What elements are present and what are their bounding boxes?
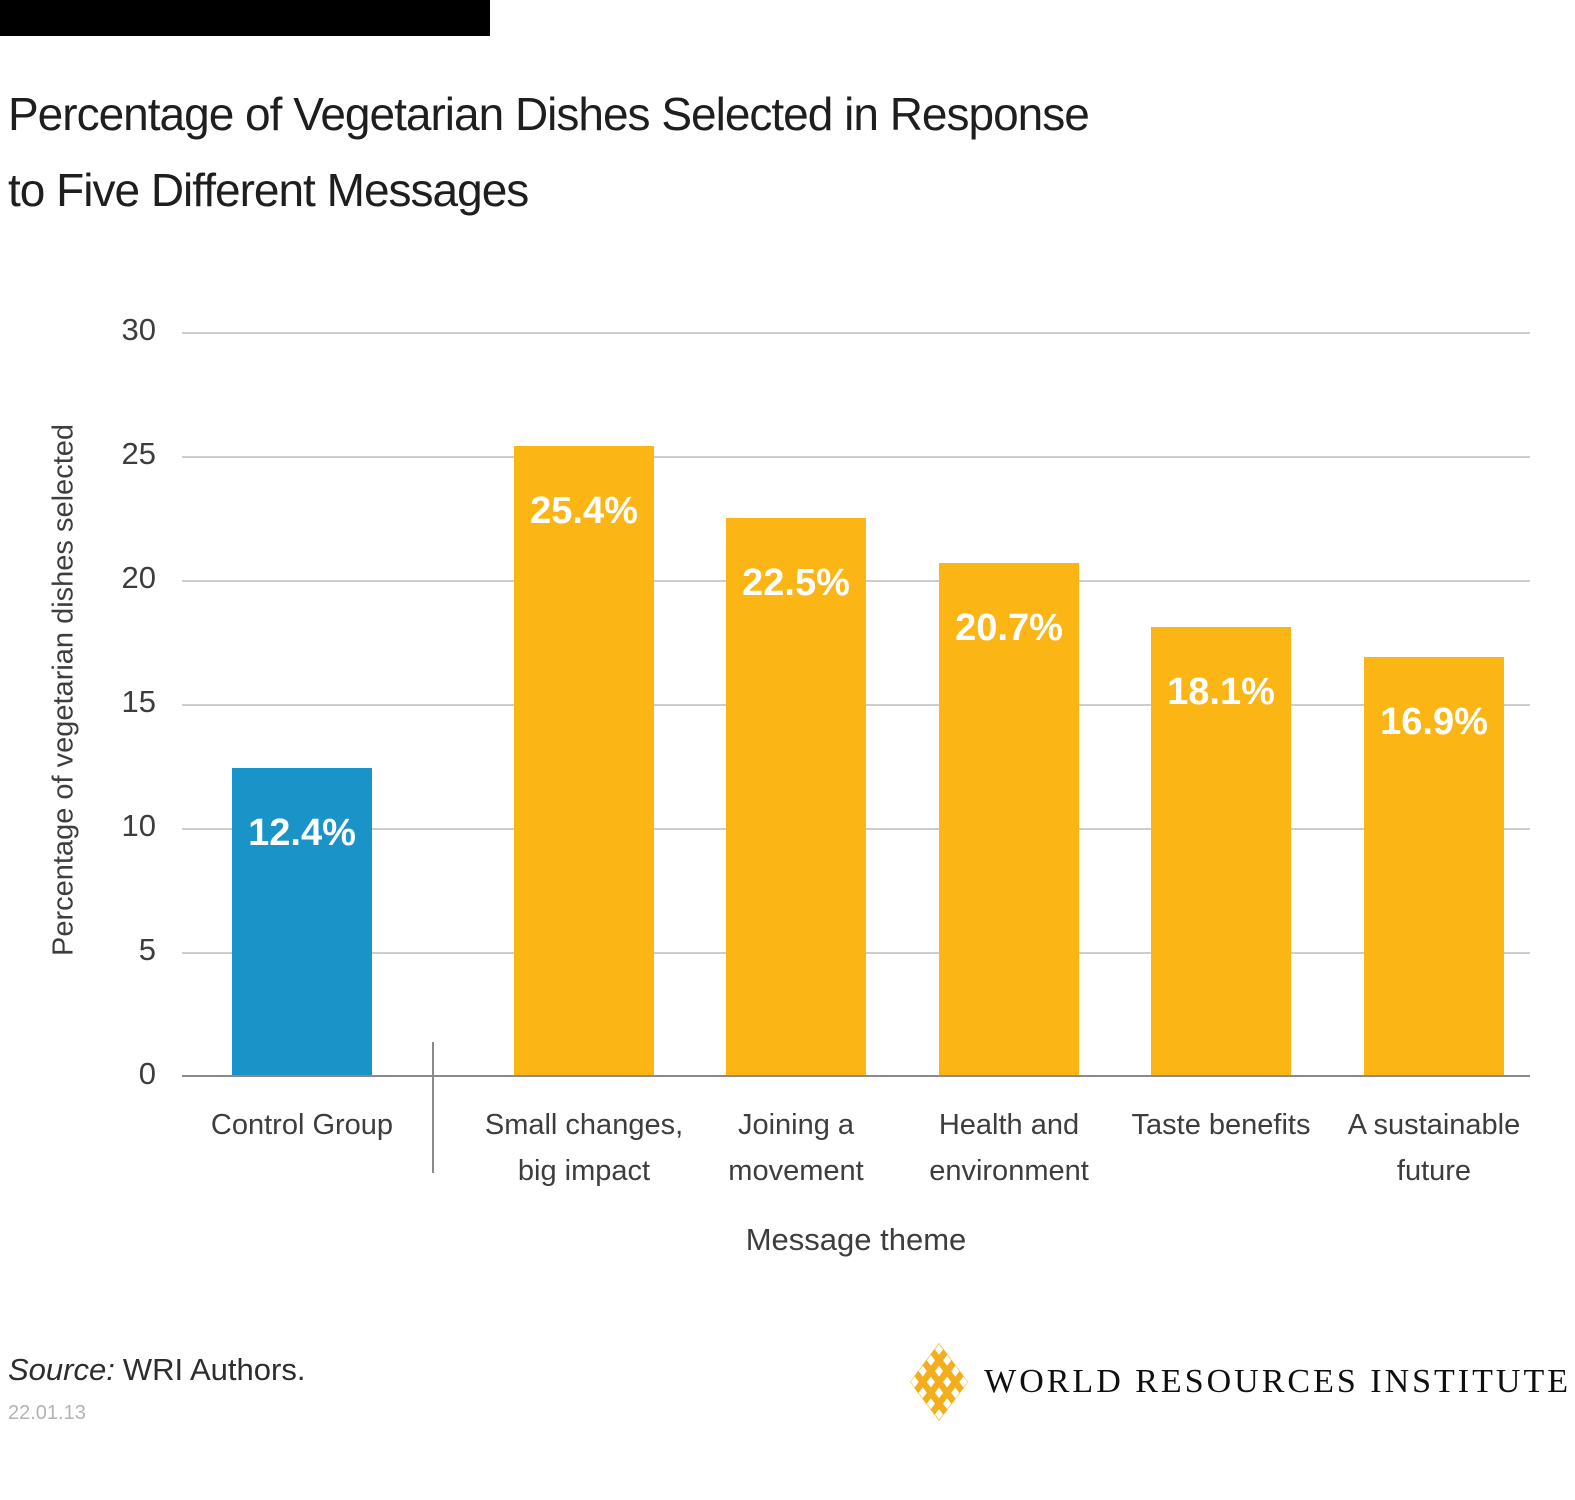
y-tick-label-20: 20 <box>121 560 156 595</box>
bar-value-label-2: 22.5% <box>742 562 850 604</box>
y-axis-title: Percentage of vegetarian dishes selected <box>47 423 80 957</box>
gridline-30 <box>182 332 1530 334</box>
bar-4: 18.1% <box>1151 627 1291 1076</box>
source-text: WRI Authors. <box>122 1352 306 1387</box>
y-tick-label-5: 5 <box>138 932 156 967</box>
bar-value-label-4: 18.1% <box>1167 671 1275 713</box>
x-tick-label-5: A sustainable future <box>1347 1109 1521 1187</box>
bar-2: 22.5% <box>726 518 866 1076</box>
bar-3: 20.7% <box>939 563 1079 1076</box>
x-tick-label-0: Control Group <box>210 1109 394 1141</box>
x-axis-title: Message theme <box>745 1222 967 1257</box>
bar-0: 12.4% <box>232 768 372 1076</box>
gridline-25 <box>182 456 1530 458</box>
bar-value-label-1: 25.4% <box>530 490 638 532</box>
chart-title: Percentage of Vegetarian Dishes Selected… <box>8 76 1090 228</box>
source-note: Source: WRI Authors. <box>8 1352 305 1388</box>
y-tick-label-30: 30 <box>121 312 156 347</box>
top-black-bar <box>0 0 490 36</box>
x-tick-label-1: Small changes, big impact <box>484 1109 684 1187</box>
bar-value-label-3: 20.7% <box>955 607 1063 649</box>
bar-value-label-0: 12.4% <box>248 812 356 854</box>
source-label: Source: <box>8 1352 115 1387</box>
bar-chart: 0 5 10 15 20 25 30 Percentage of vegetarian di… <box>47 312 1530 1257</box>
x-tick-label-3: Health and environment <box>929 1109 1089 1187</box>
y-tick-label-15: 15 <box>121 684 156 719</box>
bar-value-label-5: 16.9% <box>1380 701 1488 743</box>
y-tick-label-25: 25 <box>121 436 156 471</box>
control-group-divider-line <box>432 1042 434 1173</box>
y-tick-label-10: 10 <box>121 808 156 843</box>
bar-1: 25.4% <box>514 446 654 1076</box>
wri-logo-text: WORLD RESOURCES INSTITUTE <box>984 1363 1571 1400</box>
chart-title-line1: Percentage of Vegetarian Dishes Selected… <box>8 88 1090 140</box>
wri-logo: WORLD RESOURCES INSTITUTE <box>908 1342 1571 1422</box>
y-tick-label-0: 0 <box>138 1056 156 1091</box>
bar-5: 16.9% <box>1364 657 1504 1076</box>
x-axis-line <box>182 1075 1530 1077</box>
chart-title-line2: to Five Different Messages <box>8 164 529 216</box>
x-tick-label-2: Joining a movement <box>728 1109 864 1187</box>
date-stamp: 22.01.13 <box>8 1402 86 1424</box>
wri-weave-icon <box>910 1343 969 1421</box>
x-tick-label-4: Taste benefits <box>1131 1109 1311 1141</box>
